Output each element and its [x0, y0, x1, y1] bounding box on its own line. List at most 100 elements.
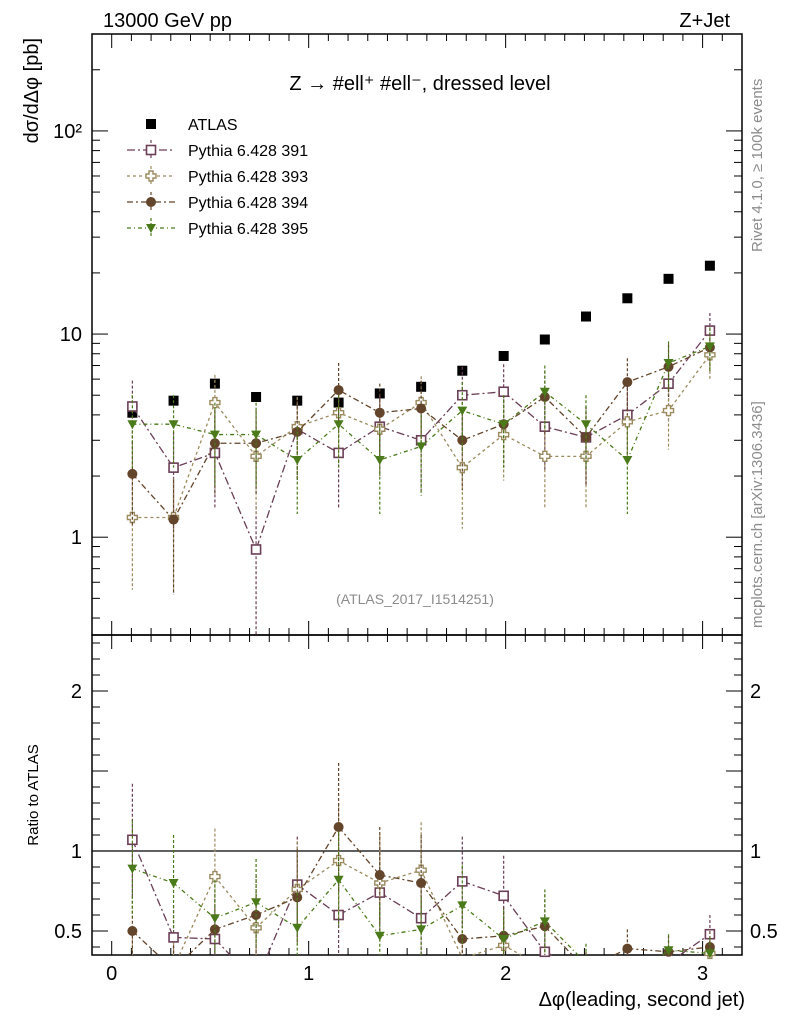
data-point [704, 260, 715, 271]
data-marks [126, 260, 716, 960]
chart-title: Z → #ell⁺ #ell⁻, dressed level [289, 73, 550, 95]
data-point [127, 420, 138, 430]
ratio-line-segment [173, 882, 216, 919]
data-point [209, 378, 220, 389]
series-line-p391 [131, 330, 711, 552]
data-point [621, 416, 634, 428]
ratio-line-segment [420, 880, 463, 919]
legend-marker [146, 197, 156, 207]
legend-label: Pythia 6.428 393 [188, 169, 308, 186]
ratio-point [292, 892, 303, 903]
legend: ATLAS Pythia 6.428 391 Pythia 6.428 393 Pyt… [127, 117, 308, 238]
data-point [498, 420, 509, 430]
ratio-line-segment [379, 869, 422, 884]
ratio-point [663, 946, 674, 956]
ratio-line-segment [255, 888, 298, 929]
ratio-line-segment [266, 884, 298, 956]
data-point [457, 406, 468, 416]
ratio-tick-label-right: 2 [750, 681, 761, 703]
ratio-line-segment [462, 935, 504, 940]
data-point [416, 403, 427, 414]
data-point [539, 334, 550, 345]
data-point [251, 430, 262, 440]
data-point [622, 293, 633, 304]
ratio-line-segment [296, 860, 339, 890]
legend-marker [145, 144, 157, 156]
data-point [457, 365, 468, 376]
ratio-tick-label-right: 0.5 [750, 921, 778, 943]
ratio-line-segment [420, 904, 463, 930]
x-tick-label: 1 [303, 963, 314, 985]
y-tick-label: 1 [71, 527, 82, 549]
legend-entry-p395: Pythia 6.428 395 [127, 218, 308, 238]
ratio-point [457, 934, 468, 944]
data-point [498, 350, 509, 361]
ratio-point [498, 890, 509, 902]
ratio-frame [91, 634, 743, 956]
ratio-point [498, 935, 509, 944]
ratio-line-segment [420, 869, 462, 956]
ratio-point [416, 878, 427, 888]
legend-label: Pythia 6.428 391 [188, 143, 308, 160]
ratio-line-segment [627, 947, 669, 953]
rivet-label: Rivet 4.1.0, ≥ 100k events [749, 79, 766, 252]
ratio-point [704, 949, 715, 959]
ratio-line-segment [338, 879, 381, 937]
ratio-line-segment [614, 948, 628, 956]
data-point [416, 442, 427, 452]
data-point [374, 455, 385, 465]
ratio-line-segment [178, 876, 216, 956]
data-point [292, 455, 303, 465]
ratio-line-segment [338, 860, 381, 884]
data-point [622, 377, 633, 388]
series-p395 [127, 327, 715, 515]
ratio-point [127, 926, 138, 936]
ratio-point [209, 924, 220, 935]
ratio-line-segment [379, 874, 422, 884]
mcplots-label: mcplots.cern.ch [arXiv:1306.3436] [749, 401, 766, 628]
data-point [374, 407, 385, 418]
ratio-line-segment [338, 826, 381, 876]
series-p391 [127, 312, 716, 635]
ratio-point [457, 901, 468, 911]
data-point [497, 428, 510, 441]
data-point [663, 359, 674, 369]
x-tick-label: 2 [500, 963, 511, 985]
legend-entry-p391: Pythia 6.428 391 [127, 140, 308, 160]
ratio-point [416, 925, 427, 935]
ratio-line-segment [214, 876, 257, 929]
legend-entry-atlas: ATLAS [146, 117, 238, 134]
ratio-line-segment [668, 946, 710, 953]
ratio-point [209, 870, 221, 883]
ratio-point [168, 932, 179, 943]
x-axis-label: Δφ(leading, second jet) [539, 989, 745, 1011]
ratio-point [374, 870, 385, 880]
analysis-tag: (ATLAS_2017_I1514251) [336, 591, 494, 607]
ratio-tick-label-left: 1 [71, 841, 82, 863]
ratio-line-segment [187, 928, 216, 956]
y-tick-label: 10² [53, 121, 82, 143]
ratio-line-segment [544, 925, 573, 956]
ratio-point [209, 914, 220, 924]
legend-marker [146, 224, 156, 233]
legend-marker [145, 170, 157, 182]
ratio-line-segment [214, 914, 257, 931]
data-point [539, 387, 550, 397]
ratio-line-segment [379, 928, 422, 937]
ratio-line-segment [296, 884, 339, 916]
ratio-tick-label-left: 0.5 [54, 921, 82, 943]
data-point [498, 386, 509, 398]
ratio-line-segment [462, 880, 504, 897]
ratio-line-segment [255, 901, 298, 929]
ratio-line-segment [668, 949, 710, 955]
data-point [127, 468, 138, 479]
ratio-line-segment [379, 892, 422, 919]
ratio-point [539, 917, 550, 927]
legend-entry-p393: Pythia 6.428 393 [127, 166, 308, 186]
ratio-y-axis-label: Ratio to ATLAS [25, 744, 42, 845]
data-point [622, 455, 633, 465]
ratio-line-segment [544, 920, 579, 956]
header-left: 13000 GeV pp [103, 10, 232, 32]
ratio-line-segment [296, 826, 340, 898]
